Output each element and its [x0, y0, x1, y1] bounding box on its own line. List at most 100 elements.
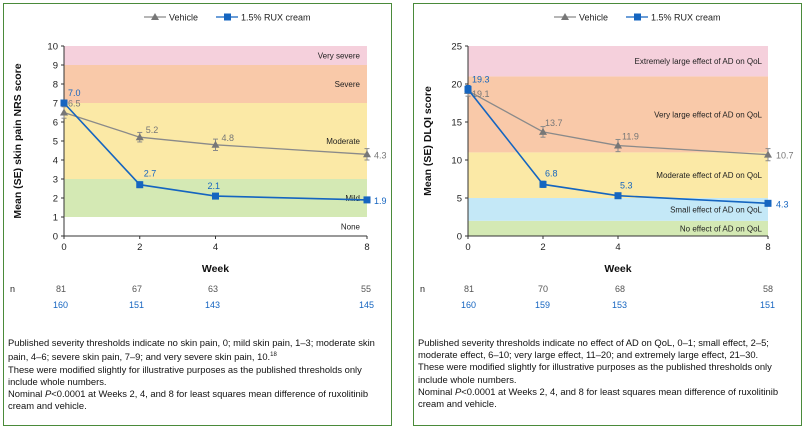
n-vehicle-w0: 81: [464, 284, 475, 294]
y-tick-label: 9: [53, 61, 58, 72]
footnote-dlqi: Published severity thresholds indicate n…: [418, 337, 797, 410]
data-point-rux: [539, 180, 547, 188]
footnote-skin-pain: Published severity thresholds indicate n…: [8, 337, 387, 412]
legend: Vehicle 1.5% RUX cream: [144, 13, 311, 23]
data-label-rux: 7.0: [68, 88, 81, 98]
data-label-vehicle: 13.7: [545, 118, 563, 128]
band-label-4: Extremely large effect of AD on QoL: [635, 57, 763, 66]
band-label-3: Very large effect of AD on QoL: [654, 110, 762, 119]
series-line: [63, 102, 368, 201]
band-3: [64, 65, 367, 103]
data-label-rux: 19.3: [472, 74, 490, 84]
data-point-rux: [363, 196, 371, 204]
footnote-thresholds: Published severity thresholds indicate n…: [8, 337, 375, 363]
band-0: [468, 220, 768, 236]
x-tick-label: 4: [213, 242, 218, 253]
n-vehicle-w8: 58: [763, 284, 774, 294]
x-axis-title: Week: [202, 263, 229, 275]
x-tick-label: 0: [465, 242, 470, 253]
data-label-vehicle: 19.1: [472, 89, 490, 99]
y-tick-label: 0: [457, 232, 462, 243]
band-label-0: No effect of AD on QoL: [680, 224, 763, 233]
x-tick-label: 2: [137, 242, 142, 253]
band-label-1: Mild: [345, 194, 360, 203]
data-label-rux: 6.8: [545, 168, 558, 178]
legend: Vehicle 1.5% RUX cream: [554, 13, 721, 23]
n-vehicle-w2: 70: [538, 284, 549, 294]
y-tick-label: 4: [53, 156, 58, 167]
data-point-vehicle: [539, 127, 547, 135]
series-rux: 19.3 6.8 5.3 4.3: [464, 74, 789, 209]
data-point-vehicle: [211, 140, 220, 148]
y-tick-label: 8: [53, 80, 58, 91]
y-tick-label: 1: [53, 213, 58, 224]
legend-vehicle-marker: [561, 13, 569, 20]
data-label-vehicle: 11.9: [622, 132, 639, 142]
y-tick-label: 7: [53, 99, 58, 110]
band-label-4: Very severe: [318, 52, 361, 61]
n-rux-w2: 159: [535, 300, 551, 310]
y-tick-label: 10: [451, 156, 462, 167]
series-vehicle: 19.1 13.7 11.9 10.7: [464, 85, 794, 162]
severity-bands: No effect of AD on QoL Small effect of AD…: [468, 46, 768, 236]
data-label-vehicle: 6.5: [68, 99, 81, 109]
legend-vehicle-marker: [151, 13, 159, 20]
band-label-2: Moderate effect of AD on QoL: [656, 171, 762, 180]
x-tick-label: 8: [364, 242, 369, 253]
n-table-dlqi: n 81 70 68 58 160 159 153 151: [414, 282, 801, 322]
y-tick-label: 3: [53, 175, 58, 186]
series-vehicle: 6.5 5.2 4.8 4.3: [60, 99, 387, 161]
n-table-skin-pain: n 81 67 63 55 160 151 143 145: [4, 282, 391, 322]
footnote-modified: These were modified slightly for illustr…: [8, 363, 362, 387]
dlqi-chart: No effect of AD on QoL Small effect of AD…: [422, 13, 794, 276]
y-tick-label: 25: [451, 42, 462, 53]
legend-vehicle-label: Vehicle: [579, 13, 608, 23]
footnote-reference: 18: [270, 352, 277, 359]
data-point-rux: [464, 85, 472, 93]
n-rux-w4: 143: [205, 300, 221, 310]
y-tick-label: 5: [457, 194, 462, 205]
data-label-rux: 2.7: [144, 169, 157, 179]
band-label-1: Small effect of AD on QoL: [670, 205, 762, 214]
band-0: [64, 217, 367, 236]
band-label-2: Moderate: [326, 137, 360, 146]
band-2: [468, 152, 768, 198]
n-rux-w4: 153: [612, 300, 628, 310]
band-label-3: Severe: [335, 80, 361, 89]
band-4: [468, 46, 768, 77]
data-label-vehicle: 4.8: [222, 133, 235, 143]
n-vehicle-w4: 63: [208, 284, 219, 294]
n-label: n: [10, 284, 16, 294]
footnote-thresholds: Published severity thresholds indicate n…: [418, 337, 769, 361]
y-tick-label: 20: [451, 80, 462, 91]
n-vehicle-w8: 55: [361, 284, 372, 294]
n-vehicle-w0: 81: [56, 284, 67, 294]
x-tick-label: 0: [61, 242, 66, 253]
y-tick-label: 6: [53, 118, 58, 129]
n-rux-w8: 145: [359, 300, 375, 310]
legend-rux-marker: [224, 13, 231, 21]
n-label: n: [420, 284, 426, 294]
data-point-rux: [212, 192, 219, 200]
y-tick-label: 10: [47, 42, 58, 53]
data-point-vehicle: [60, 108, 68, 116]
band-1: [468, 198, 768, 221]
y-tick-label: 0: [53, 232, 58, 243]
legend-vehicle-label: Vehicle: [169, 13, 198, 23]
y-tick-label: 5: [53, 137, 58, 148]
panel-skin-pain: None Mild Moderate Severe Very severe 0 1 2 3 4 5 6…: [3, 3, 392, 426]
series-line: [467, 90, 769, 156]
band-4: [64, 46, 367, 65]
legend-rux-marker: [634, 13, 641, 21]
data-point-rux: [60, 99, 68, 107]
n-rux-w8: 151: [760, 300, 776, 310]
y-tick-label: 2: [53, 194, 58, 205]
data-point-rux: [614, 192, 622, 200]
legend-rux-label: 1.5% RUX cream: [651, 13, 721, 23]
n-rux-w0: 160: [53, 300, 69, 310]
panel-dlqi: No effect of AD on QoL Small effect of AD…: [413, 3, 802, 426]
footnote-pvalue: Nominal P<0.0001 at Weeks 2, 4, and 8 fo…: [8, 387, 369, 412]
x-tick-label: 4: [615, 242, 620, 253]
x-tick-label: 8: [765, 242, 770, 253]
